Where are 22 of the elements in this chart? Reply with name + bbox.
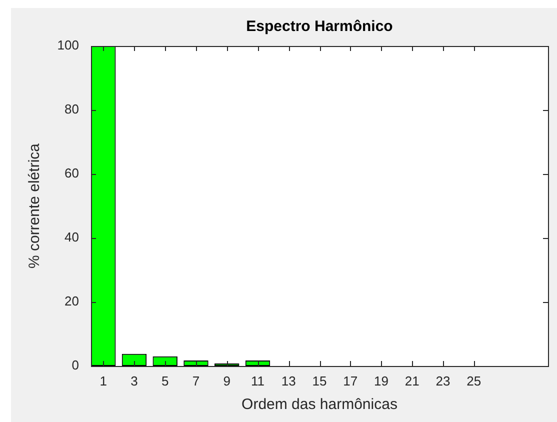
y-tick-label: 0 [72,358,79,373]
x-tick-label: 1 [100,373,107,388]
chart-title: Espectro Harmônico [246,18,393,36]
x-tick-label: 3 [130,373,138,388]
x-tick-label: 9 [223,373,230,388]
x-tick-label: 17 [343,373,358,388]
y-tick-label: 100 [57,38,79,53]
x-tick-label: 7 [192,373,200,388]
y-tick-label: 20 [64,294,79,309]
y-tick-label: 40 [64,230,79,245]
y-tick-label: 60 [64,166,79,181]
y-tick-label: 80 [64,102,79,117]
x-tick-label: 11 [250,373,264,388]
x-tick-label: 25 [466,373,482,388]
x-tick-label: 21 [404,373,420,388]
x-tick-label: 13 [281,373,296,388]
x-tick-label: 19 [374,373,388,388]
x-tick-label: 23 [436,373,450,388]
x-axis-title: Ordem das harmônicas [242,396,398,414]
x-tick-label: 15 [312,373,327,388]
y-axis-title: % corrente elétrica [26,142,44,269]
x-tick-label: 5 [161,373,169,388]
